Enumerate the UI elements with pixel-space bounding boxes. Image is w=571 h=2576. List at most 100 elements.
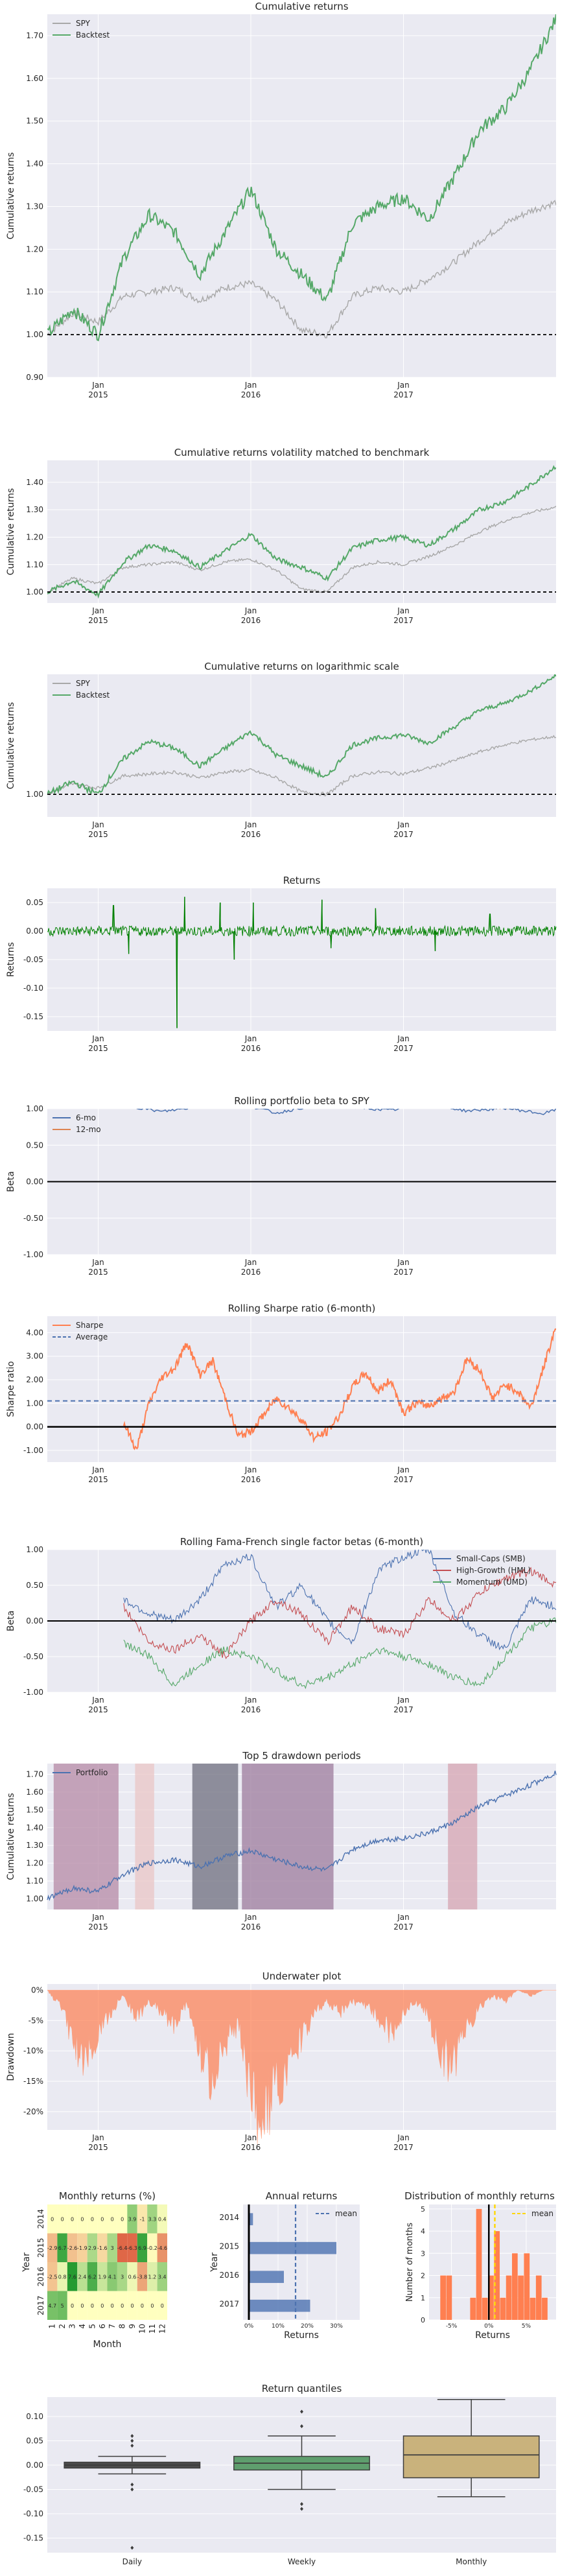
heatmap-cell <box>57 2233 67 2262</box>
cumret-plot-area <box>47 14 556 377</box>
quantiles-title: Return quantiles <box>262 2383 342 2394</box>
y-tick-label: 1.30 <box>26 202 43 211</box>
x-tick-label: Jan <box>397 1913 410 1922</box>
heatmap-cell-label: 0 <box>51 2216 54 2222</box>
box-outlier <box>130 2487 134 2492</box>
returns-chart: -0.15-0.10-0.050.000.05Jan2015Jan2016Jan… <box>6 875 557 1053</box>
quantiles-chart: Return quantiles -0.15 -0.10 -0.05 0.00 0.05 0… <box>23 2383 556 2566</box>
drawdowns-title: Top 5 drawdown periods <box>242 1750 361 1762</box>
x-tick-label: 2017 <box>393 1268 414 1277</box>
heatmap-year-label: 2014 <box>36 2209 45 2229</box>
x-tick-label: 2015 <box>88 830 108 839</box>
y-tick-label: 1.10 <box>26 560 43 569</box>
sharpe-plot-area <box>47 1316 556 1462</box>
hist-bar <box>494 2231 500 2320</box>
box-body <box>402 2435 540 2479</box>
heatmap-cell <box>87 2262 98 2291</box>
drawdowns-ylabel: Cumulative returns <box>6 1793 16 1880</box>
heatmap-cell-label: 0 <box>130 2303 134 2309</box>
box-outlier <box>130 2444 134 2448</box>
heatmap-cell <box>157 2291 167 2320</box>
heatmap-cell <box>137 2262 148 2291</box>
heatmap-cell <box>127 2291 137 2320</box>
heatmap-cell-label: 0.4 <box>158 2216 167 2222</box>
box-outlier <box>300 2507 303 2511</box>
x-tick-label: 10% <box>272 2323 285 2330</box>
heatmap-year-label: 2016 <box>36 2267 45 2287</box>
box-outlier <box>130 2483 134 2487</box>
heatmap-cell-label: 0 <box>91 2303 94 2309</box>
x-tick-label: Jan <box>397 606 410 615</box>
x-tick-label: 2017 <box>393 830 414 839</box>
y-tick-label: 0.90 <box>26 373 43 382</box>
annual-year-label: 2016 <box>219 2271 239 2280</box>
returns-line <box>47 897 557 1028</box>
y-tick-label: 0.50 <box>26 1581 43 1590</box>
legend-label: 12-mo <box>76 1125 101 1134</box>
x-tick-label: 2015 <box>88 1268 108 1277</box>
legend-label: Backtest <box>76 691 110 700</box>
x-tick-label: 2016 <box>241 1475 261 1484</box>
cumret-title: Cumulative returns <box>255 1 348 12</box>
x-tick-label: 2015 <box>88 390 108 399</box>
heatmap-year-label: 2015 <box>36 2238 45 2258</box>
heatmap-cell <box>87 2233 98 2262</box>
heatmap-cell <box>67 2262 78 2291</box>
heatmap-cell-label: 1.9 <box>98 2274 106 2280</box>
cumvol-chart: 1.001.101.201.301.40Jan2015Jan2016Jan201… <box>6 447 556 625</box>
cumvol-ylabel: Cumulative returns <box>6 488 16 575</box>
hist-bar <box>476 2208 482 2320</box>
x-tick-label: Jan <box>397 1258 410 1267</box>
legend-label: mean <box>531 2209 554 2218</box>
x-tick-label: 2016 <box>241 2143 261 2152</box>
x-tick-label: 2016 <box>241 616 261 625</box>
heatmap-cell <box>97 2262 108 2291</box>
underwater-title: Underwater plot <box>262 1970 342 1982</box>
y-tick-label: -0.05 <box>23 2485 43 2494</box>
heatmap-cell-label: 0 <box>111 2303 114 2309</box>
sharpe-line <box>122 1328 557 1450</box>
heatmap-cell-label: -2.5 <box>47 2274 58 2280</box>
category-label: Daily <box>122 2557 142 2566</box>
heatmap-xlabel: Month <box>93 2339 122 2350</box>
drawdown-shade <box>192 1764 239 1909</box>
y-tick-label: 1.00 <box>26 1545 43 1554</box>
series-line-spy <box>47 735 556 797</box>
heatmap-cell <box>127 2262 137 2291</box>
y-tick-label: -1.00 <box>23 1446 43 1455</box>
heatmap-cell <box>107 2262 117 2291</box>
famafrench-title: Rolling Fama-French single factor betas … <box>180 1536 423 1548</box>
heatmap-cell-label: 0 <box>80 2303 84 2309</box>
heatmap-month-label: 3 <box>68 2324 77 2329</box>
heatmap-cell-label: 0 <box>80 2216 84 2222</box>
y-tick-label: 1.50 <box>26 117 43 126</box>
x-tick-label: Jan <box>91 1034 104 1043</box>
category-label: Monthly <box>456 2557 487 2566</box>
heatmap-month-label: 6 <box>98 2324 107 2329</box>
drawdown-shade <box>448 1764 478 1909</box>
y-tick-label: 1.00 <box>26 1399 43 1408</box>
x-tick-label: 2017 <box>393 1044 414 1053</box>
y-tick-label: 1.70 <box>26 31 43 40</box>
x-tick-label: Jan <box>91 1258 104 1267</box>
heatmap-cell <box>127 2233 137 2262</box>
heatmap-cell-label: -3.8 <box>137 2274 148 2280</box>
heatmap-cell <box>47 2233 58 2262</box>
heatmap-cell <box>97 2291 108 2320</box>
y-tick-label: -0.10 <box>23 984 43 993</box>
y-tick-label: 0.10 <box>26 2412 43 2421</box>
hist-bar <box>530 2297 536 2320</box>
sharpe-chart: -1.000.001.002.003.004.00Jan2015Jan2016J… <box>6 1303 557 1484</box>
series-line-backtest <box>47 465 556 599</box>
y-tick-label: -0.15 <box>23 2534 43 2543</box>
heatmap-cell-label: 5 <box>61 2303 64 2309</box>
x-tick-label: 2015 <box>88 1705 108 1714</box>
y-tick-label: 0.00 <box>26 1616 43 1625</box>
box-outlier <box>300 2409 303 2414</box>
x-tick-label: Jan <box>244 2133 257 2142</box>
x-tick-label: Jan <box>397 381 410 390</box>
x-tick-label: Jan <box>244 1913 257 1922</box>
x-tick-label: 2017 <box>393 1922 414 1932</box>
